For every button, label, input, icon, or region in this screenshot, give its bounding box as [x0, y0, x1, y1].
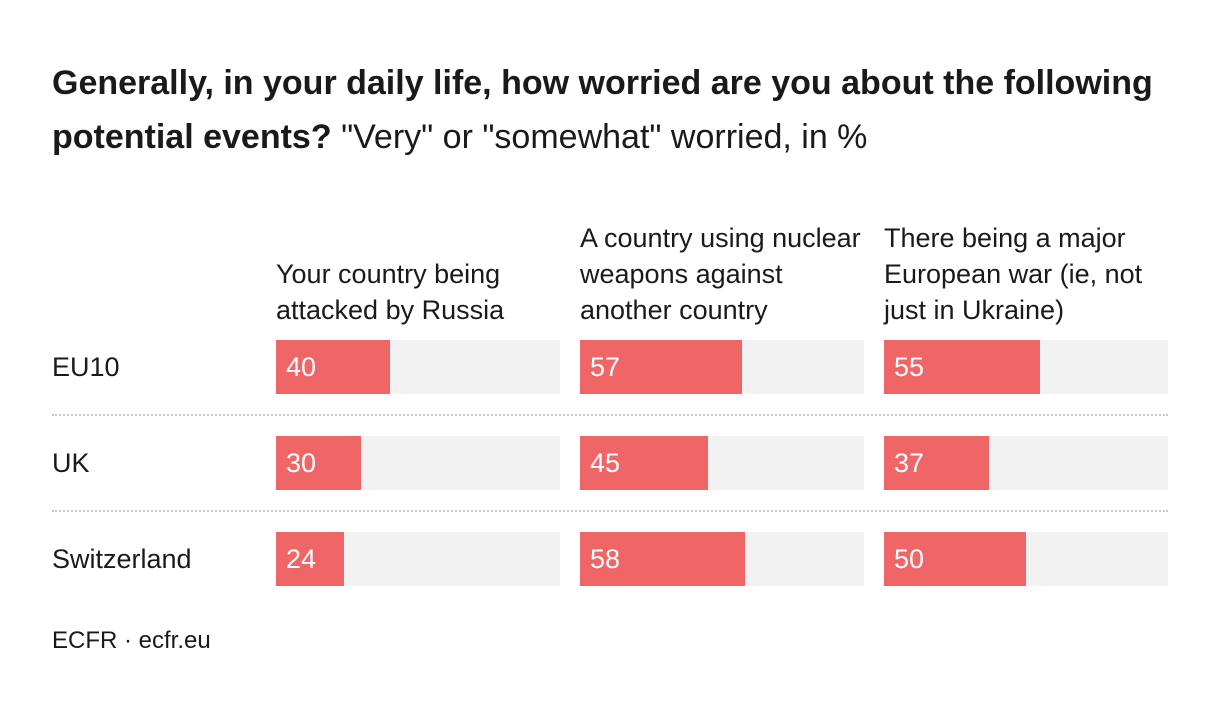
- bar: [884, 340, 1040, 394]
- column-header: A country using nuclear weapons against …: [580, 223, 861, 325]
- bar-value-label: 45: [590, 448, 621, 478]
- bar: [276, 340, 390, 394]
- bar-track: 37: [884, 436, 1168, 490]
- bar-value-label: 55: [894, 352, 925, 382]
- row-divider: [52, 510, 1168, 512]
- bar-value-label: 50: [894, 544, 925, 574]
- bar-value-label: 24: [286, 544, 317, 574]
- row-label: UK: [52, 448, 90, 478]
- row-label: Switzerland: [52, 544, 192, 574]
- source-credit: ECFR · ecfr.eu: [52, 627, 211, 654]
- bar-track: 55: [884, 340, 1168, 394]
- bar: [884, 532, 1026, 586]
- bar-track: 57: [580, 340, 864, 394]
- bar-value-label: 57: [590, 352, 621, 382]
- bar: [580, 436, 708, 490]
- bar-value-label: 58: [590, 544, 621, 574]
- row-label: EU10: [52, 352, 120, 382]
- bar: [884, 436, 989, 490]
- column-header: Your country being attacked by Russia: [276, 259, 505, 325]
- bar-track: 50: [884, 532, 1168, 586]
- bar-track: 30: [276, 436, 560, 490]
- bar-track: 40: [276, 340, 560, 394]
- bar: [580, 532, 745, 586]
- chart-title-question: Generally, in your daily life, how worri…: [52, 64, 1153, 156]
- bar-value-label: 30: [286, 448, 317, 478]
- chart-title: Generally, in your daily life, how worri…: [52, 56, 1172, 164]
- row-divider: [52, 414, 1168, 416]
- chart-title-subtitle: "Very" or "somewhat" worried, in %: [341, 118, 868, 156]
- bar-track: 58: [580, 532, 864, 586]
- bar-value-label: 40: [286, 352, 317, 382]
- column-header: There being a major European war (ie, no…: [884, 223, 1143, 325]
- bar-track: 24: [276, 532, 560, 586]
- bar: [276, 532, 344, 586]
- bar-value-label: 37: [894, 448, 925, 478]
- bar: [580, 340, 742, 394]
- bar-track: 45: [580, 436, 864, 490]
- bar: [276, 436, 361, 490]
